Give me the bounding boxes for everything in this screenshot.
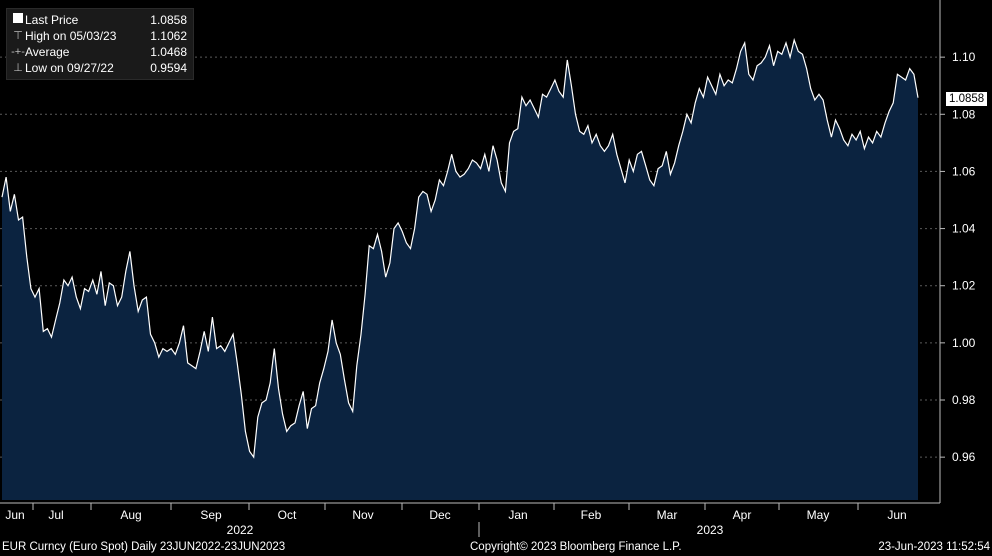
footer-timestamp: 23-Jun-2023 11:52:54 <box>878 541 990 553</box>
last-price-swatch-icon <box>13 13 23 23</box>
x-tick-label: Dec <box>429 508 450 522</box>
year-label: 2022 <box>227 523 254 537</box>
y-tick-label: 1.08 <box>952 107 976 121</box>
price-line <box>1 37 919 459</box>
x-tick-label: Mar <box>657 508 678 522</box>
y-tick-label: 0.96 <box>952 450 976 464</box>
average-marker-icon: -+- <box>11 46 25 58</box>
footer-ticker: EUR Curncy (Euro Spot) Daily 23JUN2022-2… <box>2 541 286 553</box>
low-marker-icon: ⊥ <box>13 62 23 74</box>
legend-average: -+- Average 1.0468 <box>11 45 187 59</box>
y-axis: 0.96 0.98 1.00 1.02 1.04 1.06 1.08 1.10 <box>939 0 976 503</box>
x-tick-label: Jan <box>508 508 527 522</box>
x-tick-label: Jun <box>887 508 906 522</box>
x-tick-label: Oct <box>278 508 297 522</box>
y-tick-label: 0.98 <box>952 393 976 407</box>
x-tick-label: Apr <box>733 508 752 522</box>
legend-low: ⊥ Low on 09/27/22 0.9594 <box>11 60 187 76</box>
x-tick-label: Jul <box>48 508 63 522</box>
legend-high: ⊤ High on 05/03/23 1.1062 <box>11 28 187 44</box>
x-axis: Jun Jul Aug Sep Oct Nov Dec Jan Feb Mar Apr May Jun 2… <box>0 502 940 537</box>
last-price-tag: 1.0858 <box>946 92 988 106</box>
x-tick-label: Feb <box>581 508 602 522</box>
year-label: 2023 <box>697 523 724 537</box>
x-tick-label: Jun <box>5 508 24 522</box>
y-tick-label: 1.02 <box>952 279 976 293</box>
y-tick-label: 1.00 <box>952 336 976 350</box>
y-tick-label: 1.04 <box>952 222 976 236</box>
footer-copyright: Copyright© 2023 Bloomberg Finance L.P. <box>470 541 682 553</box>
x-tick-label: May <box>807 508 830 522</box>
x-tick-label: Sep <box>200 508 222 522</box>
high-marker-icon: ⊤ <box>13 30 23 42</box>
price-area <box>2 40 918 500</box>
x-tick-label: Aug <box>120 508 141 522</box>
x-tick-label: Nov <box>352 508 373 522</box>
footer-bar: EUR Curncy (Euro Spot) Daily 23JUN2022-2… <box>0 538 992 556</box>
y-tick-label: 1.06 <box>952 164 976 178</box>
legend-last-price: Last Price 1.0858 <box>11 12 187 28</box>
y-tick-label: 1.10 <box>952 50 976 64</box>
chart-legend: Last Price 1.0858 ⊤ High on 05/03/23 1.1… <box>6 8 194 80</box>
